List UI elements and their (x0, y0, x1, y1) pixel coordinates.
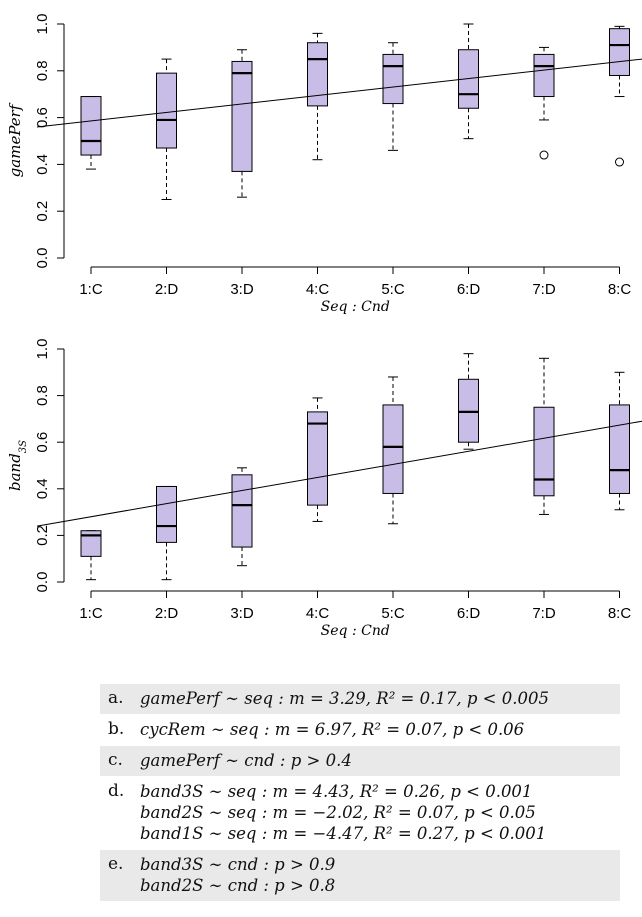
y-tick-label: 0.0 (34, 572, 51, 593)
stat-lines: gamePerf ∼ cnd : p > 0.4 (140, 750, 620, 771)
x-tick-label: 7:D (532, 605, 556, 622)
stat-formula: band3S ∼ cnd : p > 0.9 (140, 855, 336, 874)
box-iqr (231, 474, 253, 548)
stat-row: e. band3S ∼ cnd : p > 0.9 band2S ∼ cnd : p… (100, 849, 620, 901)
stat-key: b. (108, 719, 125, 739)
x-tick-label: 3:D (230, 281, 254, 298)
stat-key: c. (108, 750, 123, 770)
x-tick-label: 7:D (532, 281, 556, 298)
box-iqr (533, 406, 555, 497)
stat-formula: band3S ∼ seq : m = 4.43, R² = 0.26, p < … (140, 782, 533, 801)
stat-key: e. (108, 854, 124, 874)
y-tick-label: 0.6 (34, 107, 51, 128)
y-tick-label: 0.0 (34, 248, 51, 269)
stat-key: a. (108, 688, 124, 708)
regression-line (36, 420, 642, 527)
y-axis-title: band3S (6, 440, 29, 491)
box-iqr (609, 404, 630, 494)
y-tick-label: 0.2 (34, 201, 51, 222)
box-iqr (382, 404, 404, 494)
y-tick-label: 0.4 (34, 154, 51, 175)
stat-row: a. gamePerf ∼ seq : m = 3.29, R² = 0.17, … (100, 683, 620, 714)
x-tick-label: 5:C (381, 605, 405, 622)
stat-formula: cycRem ∼ seq : m = 6.97, R² = 0.07, p < … (140, 720, 525, 739)
box-iqr (156, 485, 177, 543)
x-tick-label: 5:C (381, 281, 405, 298)
stat-formula: gamePerf ∼ seq : m = 3.29, R² = 0.17, p … (140, 689, 549, 708)
regression-stats-table: a. gamePerf ∼ seq : m = 3.29, R² = 0.17, … (100, 683, 620, 901)
stat-formula: band2S ∼ cnd : p > 0.8 (140, 876, 336, 895)
band3s-boxplot: 0.0 0.2 0.4 0.6 0.8 1.0 1:C 2:D 3:D 4:C 5:C 6:D 7:D 8… (6, 339, 642, 639)
x-tick-label: 8:C (608, 605, 632, 622)
x-tick-label: 1:C (79, 281, 103, 298)
x-tick-label: 2:D (155, 281, 179, 298)
outlier-point (539, 150, 549, 160)
box-iqr (156, 72, 177, 149)
y-tick-label: 0.8 (34, 60, 51, 81)
x-tick-label: 8:C (608, 281, 632, 298)
y-tick-label: 0.4 (34, 478, 51, 499)
x-tick-label: 6:D (457, 605, 481, 622)
y-axis-title: gamePerf (6, 102, 24, 177)
game-perf-boxplot: 0.0 0.2 0.4 0.6 0.8 1.0 1:C 2:D 3:D 4:C 5:C 6:D 7:D 8… (6, 14, 642, 315)
stat-lines: gamePerf ∼ seq : m = 3.29, R² = 0.17, p … (140, 688, 620, 709)
x-tick-label: 2:D (155, 605, 179, 622)
box-iqr (80, 96, 102, 156)
x-tick-label: 6:D (457, 281, 481, 298)
stat-row: d. band3S ∼ seq : m = 4.43, R² = 0.26, p … (100, 776, 620, 849)
x-axis-title: Seq : Cnd (321, 299, 390, 315)
x-tick-label: 3:D (230, 605, 254, 622)
y-tick-label: 0.6 (34, 432, 51, 453)
box-iqr (458, 378, 479, 443)
stat-formula: band2S ∼ seq : m = −2.02, R² = 0.07, p <… (140, 803, 536, 822)
stat-lines: cycRem ∼ seq : m = 6.97, R² = 0.07, p < … (140, 719, 620, 740)
stat-lines: band3S ∼ cnd : p > 0.9 band2S ∼ cnd : p >… (140, 854, 620, 896)
box-iqr (307, 411, 328, 506)
y-axis-title-subscript: 3S (18, 440, 29, 453)
box-iqr (80, 530, 102, 557)
stat-key: d. (108, 781, 125, 801)
box-iqr (382, 53, 404, 105)
regression-line (36, 58, 642, 128)
x-axis-title: Seq : Cnd (321, 623, 390, 639)
stat-row: c. gamePerf ∼ cnd : p > 0.4 (100, 745, 620, 776)
outlier-point (615, 157, 624, 167)
box-iqr (231, 60, 253, 172)
y-tick-label: 1.0 (34, 339, 51, 360)
y-tick-label: 1.0 (34, 14, 51, 35)
box-iqr (609, 28, 630, 76)
stat-formula: band1S ∼ seq : m = −4.47, R² = 0.27, p <… (140, 824, 547, 843)
box-iqr (533, 53, 555, 98)
y-tick-label: 0.8 (34, 385, 51, 406)
x-tick-label: 4:C (306, 281, 330, 298)
x-tick-label: 1:C (79, 605, 103, 622)
stat-lines: band3S ∼ seq : m = 4.43, R² = 0.26, p < … (140, 781, 620, 844)
stat-formula: gamePerf ∼ cnd : p > 0.4 (140, 751, 352, 770)
x-tick-label: 4:C (306, 605, 330, 622)
stat-row: b. cycRem ∼ seq : m = 6.97, R² = 0.07, p … (100, 714, 620, 745)
y-tick-label: 0.2 (34, 525, 51, 546)
